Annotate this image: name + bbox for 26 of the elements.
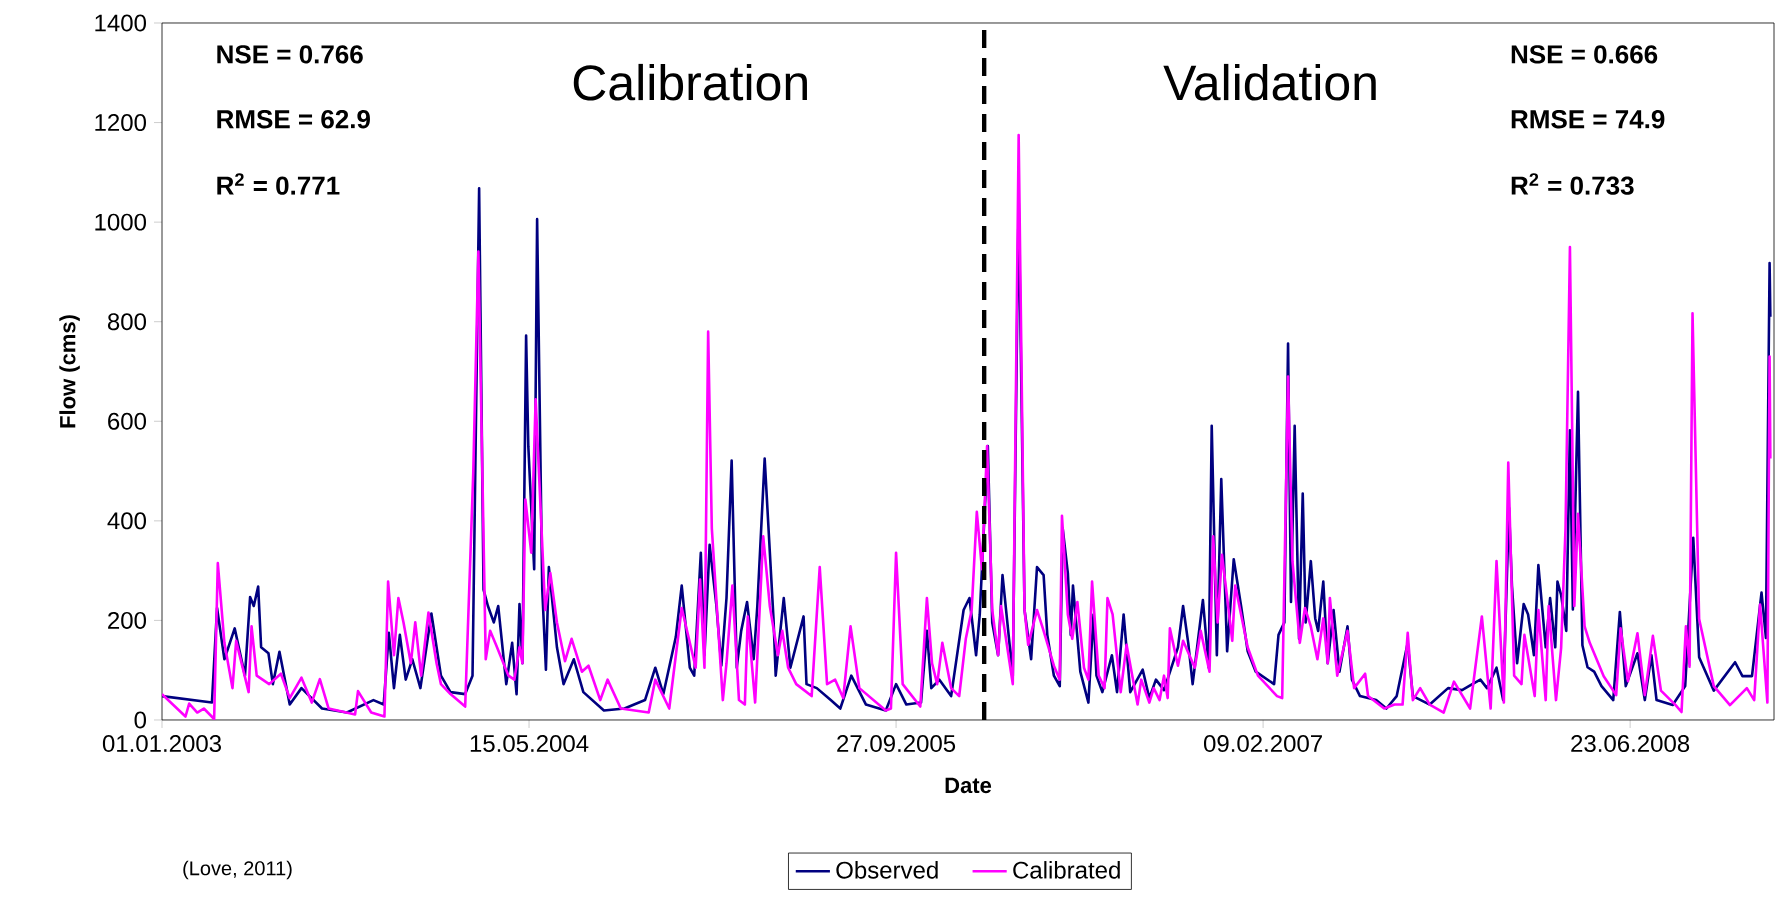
y-tick-label: 1200: [95, 114, 147, 132]
x-tick-label: 01.01.2003: [102, 735, 221, 753]
annotation: NSE = 0.666: [1511, 45, 1658, 64]
annotation: RMSE = 74.9: [1511, 109, 1665, 129]
annotation: NSE = 0.766: [217, 45, 363, 64]
x-tick-label: 23.06.2008: [1571, 735, 1690, 753]
y-tick-label: 400: [107, 512, 147, 530]
annotation: Calibration: [573, 63, 807, 101]
text: (Love, 2011): [183, 860, 292, 880]
y-tick-label: 1000: [95, 213, 147, 231]
annotation: RMSE = 62.9: [217, 109, 370, 129]
annotation: R$^{2}$ = 0.733: [1511, 173, 1634, 195]
x-tick-label: 27.09.2005: [837, 735, 956, 753]
x-tick-label: 15.05.2004: [470, 735, 589, 753]
y-tick-label: 1400: [95, 14, 147, 32]
legend-label: Calibrated: [1013, 861, 1120, 879]
y-tick-label: 0: [134, 711, 147, 729]
x-axis-title: Date: [945, 777, 992, 794]
y-tick-label: 800: [107, 313, 147, 331]
legend-label: Observed: [836, 861, 938, 879]
x-tick-label: 09.02.2007: [1203, 735, 1322, 753]
y-tick-label: 600: [108, 412, 147, 430]
y-tick-label: 200: [108, 611, 147, 629]
annotation: Validation: [1163, 63, 1376, 101]
annotation: R$^{2}$ = 0.771: [217, 173, 340, 195]
y-axis-title: Flow (cms): [59, 315, 80, 428]
